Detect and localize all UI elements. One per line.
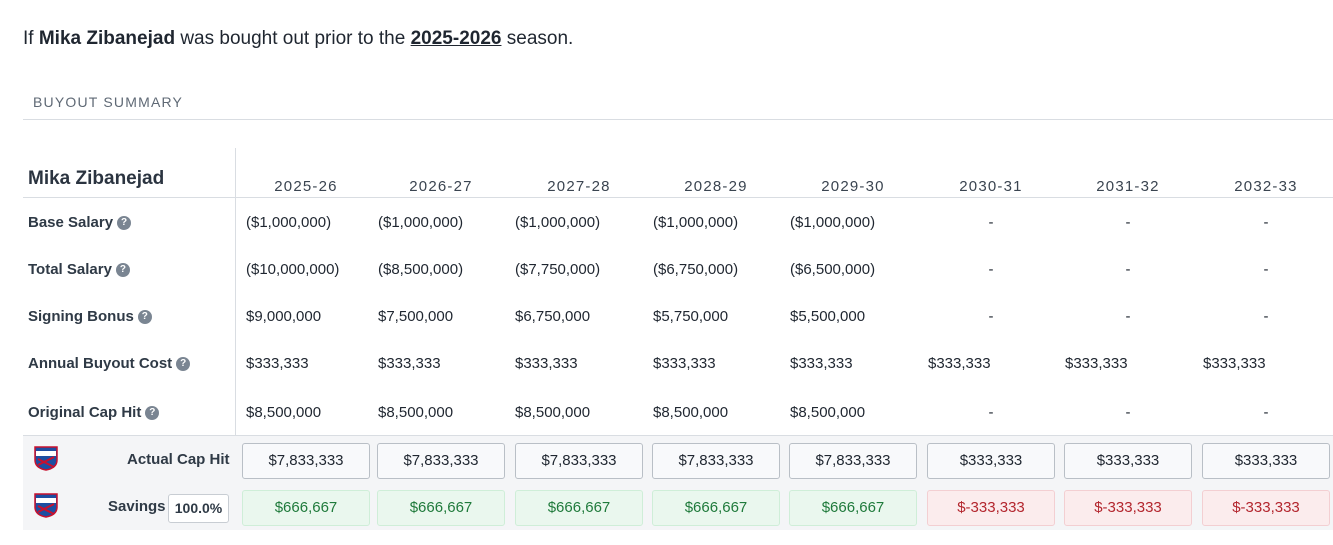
intro-suffix: season.	[506, 28, 574, 49]
question-circle-icon[interactable]: ?	[145, 405, 160, 420]
actual-cap-hit-value: $333,333	[927, 443, 1055, 479]
savings-percent-input[interactable]: 100.0%	[168, 494, 229, 523]
actual-cap-hit-label: Actual Cap Hit	[127, 451, 230, 468]
table-cell: $7,500,000	[378, 308, 454, 325]
row-label: Original Cap Hit?	[28, 404, 160, 421]
table-cell: -	[988, 214, 994, 231]
table-cell: -	[1263, 308, 1269, 325]
table-cell: ($10,000,000)	[246, 261, 340, 278]
intro-player-name: Mika Zibanejad	[38, 28, 176, 49]
buyout-summary-table: Mika Zibanejad Actual Cap Hit Savings 10…	[23, 148, 1333, 530]
table-cell: $333,333	[1203, 355, 1266, 372]
savings-label: Savings	[108, 498, 166, 515]
section-title: BUYOUT SUMMARY	[33, 94, 184, 110]
savings-value: $-333,333	[1202, 490, 1330, 526]
table-cell: ($6,750,000)	[653, 261, 739, 278]
column-divider	[235, 148, 236, 435]
table-cell: $333,333	[378, 355, 441, 372]
actual-cap-hit-value: $333,333	[1202, 443, 1330, 479]
question-circle-icon[interactable]: ?	[115, 262, 130, 277]
table-cell: ($1,000,000)	[246, 214, 332, 231]
cap-summary-section: Actual Cap Hit Savings 100.0% $7,833,333…	[23, 435, 1333, 530]
table-cell: ($8,500,000)	[378, 261, 464, 278]
row-label-text: Base Salary	[28, 214, 114, 231]
year-header: 2032-33	[1234, 178, 1298, 195]
actual-cap-hit-value: $7,833,333	[652, 443, 780, 479]
row-label: Annual Buyout Cost?	[28, 355, 191, 372]
savings-value: $-333,333	[1064, 490, 1192, 526]
table-cell: $333,333	[928, 355, 991, 372]
header-divider	[23, 197, 1333, 198]
table-cell: -	[1125, 308, 1131, 325]
row-label: Signing Bonus?	[28, 308, 152, 325]
savings-value: $666,667	[515, 490, 643, 526]
table-cell: $333,333	[246, 355, 309, 372]
savings-value: $-333,333	[927, 490, 1055, 526]
table-cell: $8,500,000	[246, 404, 322, 421]
table-cell: $9,000,000	[246, 308, 322, 325]
row-label-text: Signing Bonus	[28, 308, 134, 325]
table-cell: -	[1263, 261, 1269, 278]
section-divider	[23, 119, 1333, 120]
table-cell: -	[1125, 404, 1131, 421]
question-circle-icon[interactable]: ?	[117, 215, 132, 230]
table-cell: ($1,000,000)	[378, 214, 464, 231]
actual-cap-hit-value: $333,333	[1064, 443, 1192, 479]
table-cell: -	[1263, 214, 1269, 231]
table-cell: $6,750,000	[515, 308, 591, 325]
savings-value: $666,667	[377, 490, 505, 526]
intro-sentence: If Mika Zibanejad was bought out prior t…	[23, 28, 573, 50]
table-cell: ($1,000,000)	[790, 214, 876, 231]
question-circle-icon[interactable]: ?	[137, 309, 152, 324]
table-cell: $333,333	[515, 355, 578, 372]
year-header: 2028-29	[684, 178, 748, 195]
table-cell: $8,500,000	[653, 404, 729, 421]
table-cell: -	[988, 404, 994, 421]
table-cell: ($7,750,000)	[515, 261, 601, 278]
table-cell: $333,333	[653, 355, 716, 372]
table-cell: $333,333	[1065, 355, 1128, 372]
table-cell: -	[1125, 261, 1131, 278]
year-header: 2031-32	[1096, 178, 1160, 195]
actual-cap-hit-value: $7,833,333	[789, 443, 917, 479]
team-logo-icon	[34, 446, 58, 471]
year-header: 2027-28	[547, 178, 611, 195]
savings-value: $666,667	[789, 490, 917, 526]
table-cell: $8,500,000	[378, 404, 454, 421]
row-label-text: Total Salary	[28, 261, 112, 278]
table-cell: -	[1263, 404, 1269, 421]
row-label-text: Original Cap Hit	[28, 404, 142, 421]
savings-value: $666,667	[652, 490, 780, 526]
intro-middle: was bought out prior to the	[180, 28, 406, 49]
row-label: Total Salary?	[28, 261, 130, 278]
row-label-text: Annual Buyout Cost	[28, 355, 173, 372]
actual-cap-hit-value: $7,833,333	[515, 443, 643, 479]
table-player-name: Mika Zibanejad	[28, 168, 165, 189]
team-logo-icon	[34, 493, 58, 518]
table-cell: -	[1125, 214, 1131, 231]
table-cell: $8,500,000	[515, 404, 591, 421]
year-header: 2030-31	[959, 178, 1023, 195]
table-cell: $8,500,000	[790, 404, 866, 421]
savings-value: $666,667	[242, 490, 370, 526]
season-link[interactable]: 2025-2026	[410, 28, 502, 49]
question-circle-icon[interactable]: ?	[176, 356, 191, 371]
year-header: 2026-27	[409, 178, 473, 195]
table-cell: $5,500,000	[790, 308, 866, 325]
row-label: Base Salary?	[28, 214, 132, 231]
table-cell: -	[988, 261, 994, 278]
actual-cap-hit-value: $7,833,333	[242, 443, 370, 479]
table-cell: ($6,500,000)	[790, 261, 876, 278]
year-header: 2029-30	[821, 178, 885, 195]
intro-prefix: If	[23, 28, 34, 49]
table-cell: ($1,000,000)	[653, 214, 739, 231]
table-cell: ($1,000,000)	[515, 214, 601, 231]
table-cell: $5,750,000	[653, 308, 729, 325]
table-cell: -	[988, 308, 994, 325]
year-header: 2025-26	[274, 178, 338, 195]
table-cell: $333,333	[790, 355, 853, 372]
actual-cap-hit-value: $7,833,333	[377, 443, 505, 479]
